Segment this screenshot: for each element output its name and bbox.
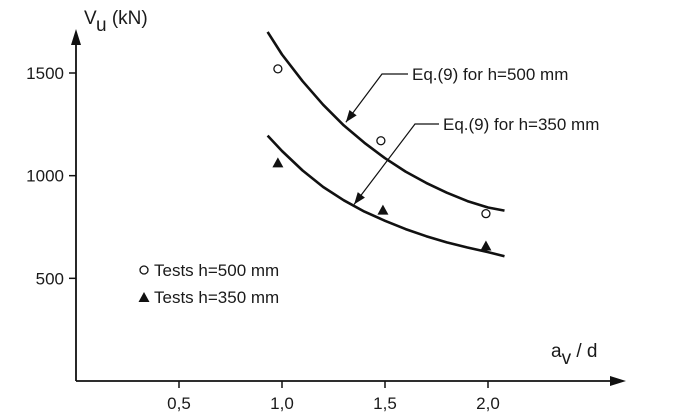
annotation-leader — [353, 123, 439, 205]
point-tests-h350 — [272, 157, 284, 168]
points — [272, 64, 492, 251]
y-axis-arrow — [71, 29, 81, 45]
point-tests-h350 — [377, 204, 389, 215]
y-axis-title: Vu (kN) — [84, 8, 148, 36]
x-axis-title: av / d — [551, 341, 597, 369]
x-tick-label: 1,0 — [270, 394, 294, 413]
curve-eq9-h500 — [266, 31, 505, 212]
annotation-label: Eq.(9) for h=350 mm — [443, 115, 599, 134]
y-tick-label: 1500 — [26, 64, 64, 83]
annotation-label: Eq.(9) for h=500 mm — [412, 65, 568, 84]
y-tick-label: 1000 — [26, 167, 64, 186]
curve-eq9-h350 — [266, 134, 505, 258]
ticks: 0,5 1,0 1,5 2,0 500 1000 1500 — [26, 64, 500, 413]
x-axis-title-sub: v — [562, 348, 572, 369]
x-tick-label: 0,5 — [167, 394, 191, 413]
annotation-arrowhead — [354, 192, 365, 205]
legend-label-tests-350: Tests h=350 mm — [154, 288, 279, 307]
annotations: Eq.(9) for h=500 mm Eq.(9) for h=350 mm — [345, 65, 599, 205]
legend: Tests h=500 mm Tests h=350 mm — [138, 261, 279, 307]
point-tests-h350 — [480, 240, 492, 251]
legend-label-tests-500: Tests h=500 mm — [154, 261, 279, 280]
legend-marker-tests-500 — [139, 265, 149, 275]
y-axis-title-rest: (kN) — [107, 8, 148, 29]
annotation-arrowhead — [345, 109, 357, 123]
point-tests-h500 — [481, 209, 491, 219]
x-axis-title-main: a — [551, 341, 562, 362]
annotation-leader — [345, 73, 408, 123]
y-axis-title-sub: u — [96, 15, 107, 36]
point-tests-h500 — [376, 136, 386, 146]
curves — [266, 31, 505, 258]
x-axis-title-rest: / d — [571, 341, 597, 362]
y-axis-title-main: V — [84, 8, 97, 29]
x-axis-arrow — [610, 376, 626, 386]
x-tick-label: 2,0 — [476, 394, 500, 413]
legend-marker-tests-350 — [138, 292, 150, 302]
x-tick-label: 1,5 — [373, 394, 397, 413]
point-tests-h500 — [273, 64, 283, 74]
y-tick-label: 500 — [36, 269, 64, 288]
